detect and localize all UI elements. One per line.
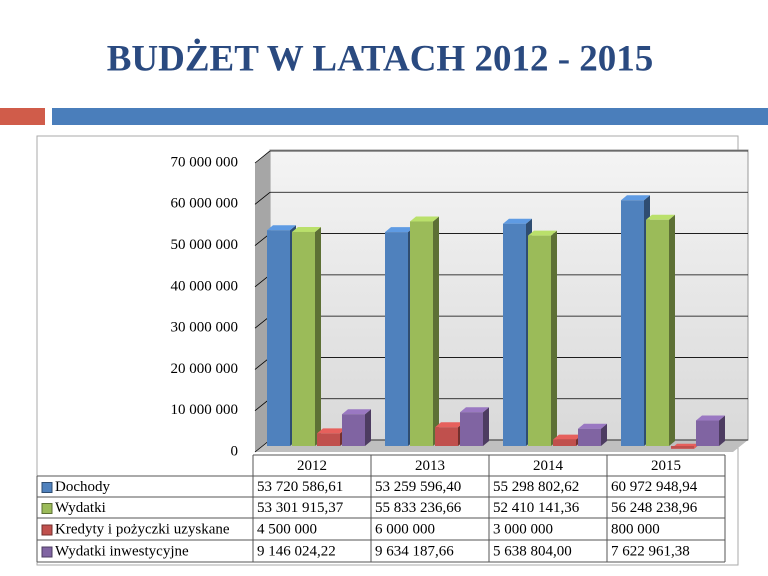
y-tick-label: 50 000 000: [171, 237, 239, 253]
bar: [460, 412, 483, 446]
bar-side: [315, 226, 321, 446]
bar: [267, 230, 290, 446]
value-label: 56 248 238,96: [611, 500, 698, 516]
bar-top: [578, 423, 607, 429]
accent-red: [0, 108, 45, 125]
bar: [385, 232, 408, 446]
y-tick-label: 70 000 000: [171, 154, 239, 170]
bar: [410, 221, 433, 446]
bar-top: [621, 195, 650, 201]
data-table: [36, 454, 726, 563]
value-label: 53 301 915,37: [257, 500, 344, 516]
bar: [553, 439, 576, 446]
y-tick-label: 0: [231, 443, 239, 459]
value-label: 5 638 804,00: [493, 543, 572, 559]
legend-label: Wydatki: [55, 500, 106, 516]
bar: [621, 200, 644, 446]
bar: [435, 427, 458, 446]
bar-side: [669, 214, 675, 446]
x-tick-label: 2013: [415, 458, 445, 474]
value-label: 52 410 141,36: [493, 500, 580, 516]
x-tick-label: 2012: [297, 458, 327, 474]
bar-side: [433, 216, 439, 446]
bar-top: [342, 409, 371, 415]
value-label: 4 500 000: [257, 521, 317, 537]
value-label: 800 000: [611, 521, 660, 537]
bar-side: [483, 407, 489, 446]
bar: [671, 446, 694, 449]
bar-top: [646, 214, 675, 220]
bar: [503, 223, 526, 446]
bar-side: [719, 415, 725, 446]
side-wall: [255, 150, 270, 452]
bar: [646, 219, 669, 446]
bar-top: [696, 415, 725, 421]
legend-label: Dochody: [55, 479, 110, 495]
legend-label: Wydatki inwestycyjne: [55, 543, 189, 559]
bar: [528, 235, 551, 446]
bar-side: [365, 409, 371, 446]
value-label: 53 720 586,61: [257, 479, 343, 495]
slide-title: BUDŻET W LATACH 2012 - 2015: [107, 37, 654, 79]
bar: [578, 428, 601, 446]
value-label: 55 833 236,66: [375, 500, 462, 516]
y-tick-label: 10 000 000: [171, 402, 239, 418]
bar: [292, 231, 315, 446]
value-label: 9 146 024,22: [257, 543, 336, 559]
bar-top: [317, 428, 346, 434]
bar-top: [503, 218, 532, 224]
x-tick-label: 2015: [651, 458, 681, 474]
bar-top: [528, 230, 557, 236]
legend-swatch: [41, 482, 53, 493]
legend-swatch: [41, 503, 53, 514]
bar-side: [601, 423, 607, 446]
bar-top: [292, 226, 321, 232]
value-label: 3 000 000: [493, 521, 553, 537]
value-label: 7 622 961,38: [611, 543, 690, 559]
value-label: 9 634 187,66: [375, 543, 454, 559]
grid-line-side: [254, 191, 271, 205]
bar: [696, 420, 719, 446]
bar-top: [385, 227, 414, 233]
legend-label: Kredyty i pożyczki uzyskane: [55, 521, 230, 537]
y-tick-label: 30 000 000: [171, 320, 239, 336]
bar: [317, 433, 340, 446]
accent-blue: [52, 108, 768, 125]
value-label: 60 972 948,94: [611, 479, 698, 495]
legend-swatch: [41, 546, 53, 558]
bar-top: [410, 216, 439, 222]
value-label: 55 298 802,62: [493, 479, 579, 495]
legend-swatch: [41, 524, 53, 536]
bar-side: [551, 230, 557, 446]
bar-top: [435, 422, 464, 428]
y-tick-label: 40 000 000: [171, 278, 239, 294]
y-tick-label: 60 000 000: [171, 196, 239, 212]
grid-line-side: [254, 150, 271, 164]
bar-top: [460, 407, 489, 413]
x-tick-label: 2014: [533, 458, 564, 474]
bar-top: [553, 434, 582, 440]
value-label: 6 000 000: [375, 521, 435, 537]
bar: [342, 414, 365, 446]
y-tick-label: 20 000 000: [171, 361, 239, 377]
value-label: 53 259 596,40: [375, 479, 461, 495]
bar-top: [267, 225, 296, 231]
